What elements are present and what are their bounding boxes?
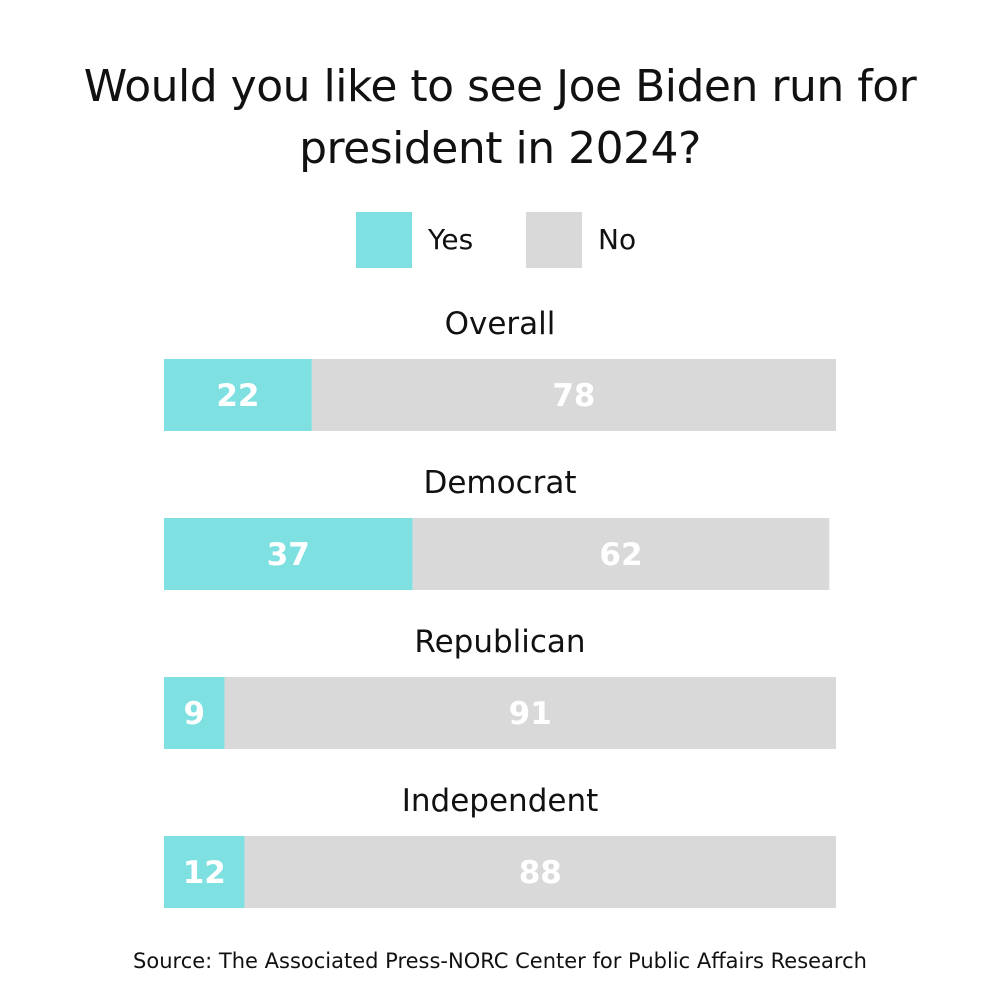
data-label-yes-republican: 9	[183, 696, 205, 732]
stacked-bar-chart: Overall 22 78 Democrat 37 62 Republican 9 91 Inde…	[0, 300, 1000, 930]
category-label-republican: Republican	[414, 624, 585, 660]
legend-label-no: No	[598, 212, 636, 268]
legend-swatch-no	[526, 212, 582, 268]
category-label-overall: Overall	[445, 306, 556, 342]
bar-group-democrat: Democrat 37 62	[164, 465, 829, 590]
data-label-no-overall: 78	[552, 378, 595, 414]
data-label-no-democrat: 62	[599, 537, 642, 573]
data-label-yes-overall: 22	[216, 378, 259, 414]
legend: Yes No	[0, 212, 1000, 268]
chart-title: Would you like to see Joe Biden run for …	[0, 56, 1000, 180]
data-label-no-republican: 91	[509, 696, 552, 732]
data-label-yes-independent: 12	[183, 855, 226, 891]
data-label-no-independent: 88	[519, 855, 562, 891]
bar-group-republican: Republican 9 91	[164, 624, 836, 749]
legend-label-yes: Yes	[428, 212, 473, 268]
bar-group-independent: Independent 12 88	[164, 783, 836, 908]
data-label-yes-democrat: 37	[267, 537, 310, 573]
source-note: Source: The Associated Press-NORC Center…	[0, 946, 1000, 976]
bar-group-overall: Overall 22 78	[164, 306, 836, 431]
category-label-democrat: Democrat	[423, 465, 576, 501]
legend-swatch-yes	[356, 212, 412, 268]
category-label-independent: Independent	[402, 783, 599, 819]
